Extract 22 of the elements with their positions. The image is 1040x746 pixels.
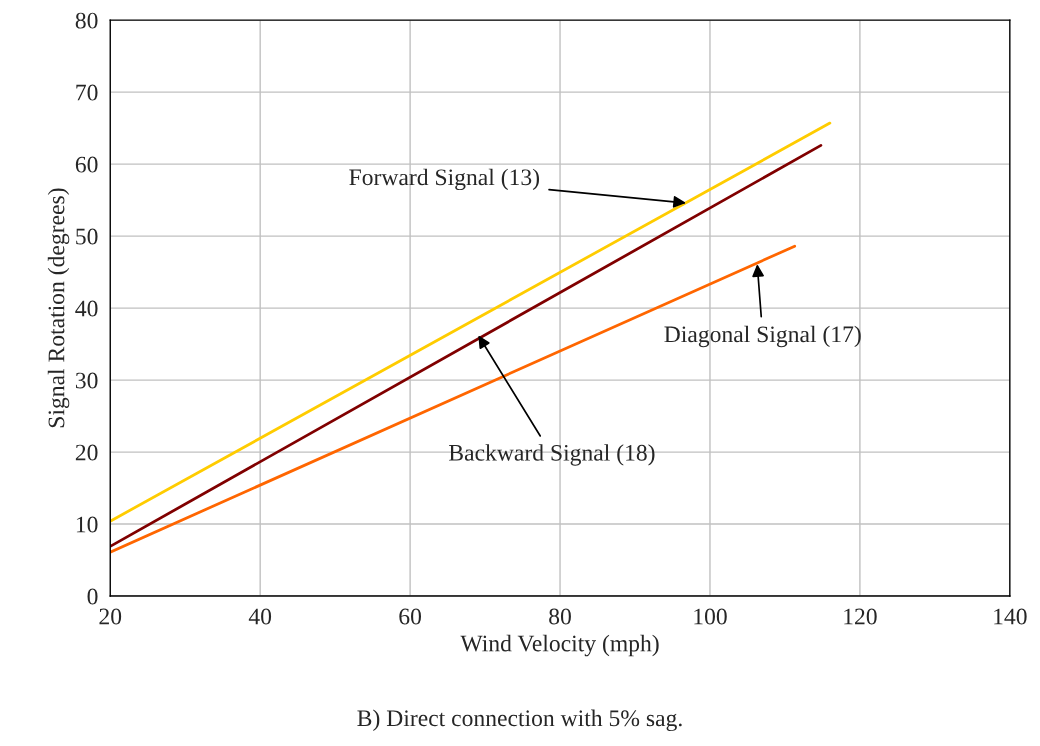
x-tick-label: 140 — [994, 608, 1027, 625]
x-tick-label: 100 — [694, 608, 727, 625]
x-tick-label: 20 — [99, 608, 122, 625]
y-tick-label: 80 — [75, 12, 98, 29]
y-axis-title: Signal Rotation (degrees) — [47, 188, 70, 428]
y-tick-label: 60 — [75, 156, 98, 173]
y-tick-label: 0 — [87, 588, 98, 605]
x-tick-label: 120 — [844, 608, 877, 625]
y-tick-label: 50 — [76, 228, 98, 245]
y-tick-label: 20 — [75, 444, 98, 461]
y-tick-label: 40 — [75, 300, 98, 317]
y-tick-label: 30 — [75, 372, 98, 389]
y-tick-label: 10 — [76, 516, 98, 533]
x-tick-label: 40 — [248, 608, 272, 625]
x-axis-title: Wind Velocity (mph) — [460, 634, 659, 657]
x-tick-label: 60 — [399, 608, 422, 625]
y-tick-label: 70 — [76, 84, 98, 101]
annotation: Backward Signal (18) — [449, 444, 655, 466]
x-tick-label: 80 — [549, 608, 571, 625]
annotation: Diagonal Signal (17) — [664, 325, 861, 348]
text: B) Direct connection with 5% sag. — [357, 709, 682, 732]
annotation: Forward Signal (13) — [349, 168, 540, 191]
